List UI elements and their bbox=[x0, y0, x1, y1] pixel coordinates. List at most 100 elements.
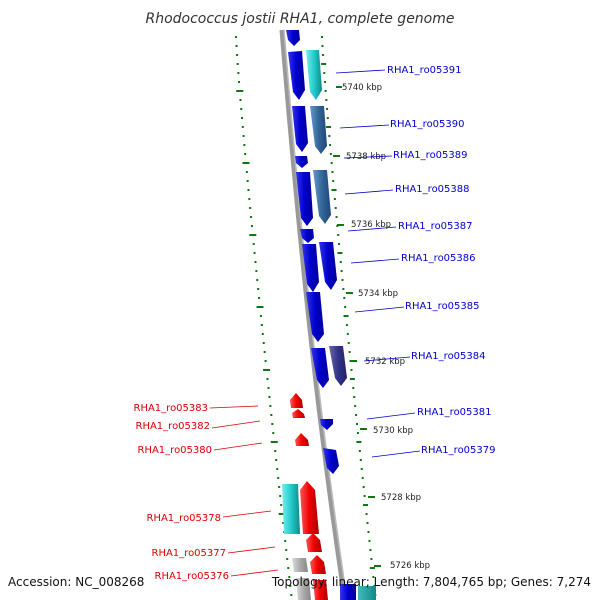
gene-label[interactable]: RHA1_ro05379 bbox=[421, 445, 496, 456]
gene-label[interactable]: RHA1_ro05388 bbox=[395, 184, 470, 195]
genome-summary-text: Topology: linear; Length: 7,804,765 bp; … bbox=[271, 575, 591, 589]
gene-arrow[interactable] bbox=[306, 292, 324, 342]
gc-dot bbox=[263, 369, 271, 371]
gene-arrow[interactable] bbox=[286, 30, 300, 46]
gene-arrow[interactable] bbox=[329, 346, 347, 386]
gc-dot bbox=[284, 540, 287, 542]
gene-label[interactable]: RHA1_ro05384 bbox=[411, 351, 486, 362]
gene-arrow[interactable] bbox=[300, 481, 319, 534]
gc-dot bbox=[235, 45, 238, 47]
gene-label[interactable]: RHA1_ro05386 bbox=[401, 253, 476, 264]
gc-dot bbox=[361, 477, 364, 479]
gc-dot bbox=[329, 153, 332, 155]
gc-dot bbox=[271, 423, 274, 425]
gene-arrow[interactable] bbox=[295, 433, 309, 446]
forward-strand-genes bbox=[282, 393, 328, 600]
gene-arrow[interactable] bbox=[319, 242, 337, 290]
gene-label[interactable]: RHA1_ro05385 bbox=[405, 301, 480, 312]
gc-dot bbox=[253, 252, 256, 254]
gene-arrow[interactable] bbox=[295, 156, 308, 168]
gc-dot bbox=[280, 504, 283, 506]
reverse-strand-genes bbox=[286, 30, 376, 600]
gene-label[interactable]: RHA1_ro05376 bbox=[155, 571, 230, 582]
gc-dot bbox=[241, 117, 244, 119]
gene-label[interactable]: RHA1_ro05378 bbox=[147, 513, 222, 524]
gc-dot bbox=[250, 225, 253, 227]
gc-dot bbox=[252, 243, 255, 245]
gc-dot bbox=[263, 351, 266, 353]
gc-dot bbox=[332, 180, 335, 182]
gc-dot bbox=[343, 297, 346, 299]
gene-arrow[interactable] bbox=[290, 393, 303, 408]
gc-dot bbox=[266, 378, 269, 380]
gc-dot bbox=[238, 81, 241, 83]
gene-arrow[interactable] bbox=[302, 244, 319, 292]
gene-arrow[interactable] bbox=[300, 229, 314, 243]
gc-dot bbox=[278, 486, 281, 488]
gene-label[interactable]: RHA1_ro05377 bbox=[152, 548, 227, 559]
gc-dot bbox=[247, 189, 250, 191]
kbp-tick-label: 5736 kbp bbox=[351, 220, 391, 230]
forward-gene-labels: RHA1_ro05383 RHA1_ro05382 RHA1_ro05380 R… bbox=[134, 403, 279, 582]
gene-arrow[interactable] bbox=[311, 348, 329, 388]
gc-dot bbox=[355, 414, 358, 416]
gene-arrow[interactable] bbox=[313, 170, 331, 224]
accession-text: Accession: NC_008268 bbox=[8, 575, 144, 589]
gene-label[interactable]: RHA1_ro05381 bbox=[417, 407, 492, 418]
gene-arrow[interactable] bbox=[296, 578, 311, 600]
kbp-tick-label: 5728 kbp bbox=[381, 493, 421, 503]
gc-dot bbox=[344, 306, 347, 308]
kbp-tick-label: 5732 kbp bbox=[365, 357, 405, 367]
gene-label[interactable]: RHA1_ro05382 bbox=[136, 421, 211, 432]
gene-arrow[interactable] bbox=[310, 555, 326, 574]
gc-dot bbox=[370, 558, 373, 560]
gc-dot bbox=[279, 495, 282, 497]
gc-dot bbox=[347, 342, 350, 344]
gene-arrow[interactable] bbox=[292, 558, 308, 572]
gc-dot bbox=[321, 45, 324, 47]
gene-arrow[interactable] bbox=[340, 584, 356, 600]
gc-dot bbox=[335, 216, 338, 218]
gene-arrow[interactable] bbox=[320, 419, 333, 430]
gene-arrow[interactable] bbox=[310, 106, 327, 154]
gc-dot bbox=[334, 207, 337, 209]
gc-dot bbox=[268, 396, 271, 398]
gene-arrow[interactable] bbox=[306, 533, 322, 552]
gc-dot bbox=[259, 315, 262, 317]
gc-dot bbox=[237, 72, 240, 74]
gc-dot bbox=[245, 171, 248, 173]
gc-dot bbox=[372, 576, 375, 578]
gene-label[interactable]: RHA1_ro05390 bbox=[390, 119, 465, 130]
gc-dot bbox=[365, 513, 368, 515]
gc-dot bbox=[255, 270, 258, 272]
gc-dot bbox=[257, 288, 260, 290]
gc-dot bbox=[326, 108, 329, 110]
gc-dot bbox=[276, 468, 279, 470]
gene-arrow[interactable] bbox=[292, 409, 305, 418]
gc-dot bbox=[270, 441, 278, 443]
map-title: Rhodococcus jostii RHA1, complete genome bbox=[145, 11, 454, 27]
gene-label[interactable]: RHA1_ro05387 bbox=[398, 221, 473, 232]
gc-dot bbox=[326, 126, 332, 128]
gene-label[interactable]: RHA1_ro05389 bbox=[393, 150, 468, 161]
gene-arrow[interactable] bbox=[358, 586, 376, 600]
gc-dot bbox=[356, 441, 362, 443]
gene-label[interactable]: RHA1_ro05380 bbox=[138, 445, 213, 456]
gene-arrow[interactable] bbox=[292, 106, 308, 152]
gc-dot bbox=[241, 126, 244, 128]
gene-arrow[interactable] bbox=[323, 448, 339, 474]
gene-arrow[interactable] bbox=[282, 484, 300, 534]
gc-dot bbox=[235, 36, 237, 38]
gene-label[interactable]: RHA1_ro05383 bbox=[134, 403, 209, 414]
gene-arrow[interactable] bbox=[296, 172, 313, 226]
gc-dot bbox=[260, 324, 263, 326]
gene-arrow[interactable] bbox=[313, 580, 328, 600]
gc-dot bbox=[274, 450, 277, 452]
gc-dot bbox=[354, 405, 357, 407]
gene-arrow[interactable] bbox=[306, 50, 322, 100]
gene-arrow[interactable] bbox=[288, 51, 305, 100]
gc-dot bbox=[288, 576, 291, 578]
gc-dot bbox=[337, 252, 343, 254]
gc-dot bbox=[340, 270, 343, 272]
gene-label[interactable]: RHA1_ro05391 bbox=[387, 65, 462, 76]
